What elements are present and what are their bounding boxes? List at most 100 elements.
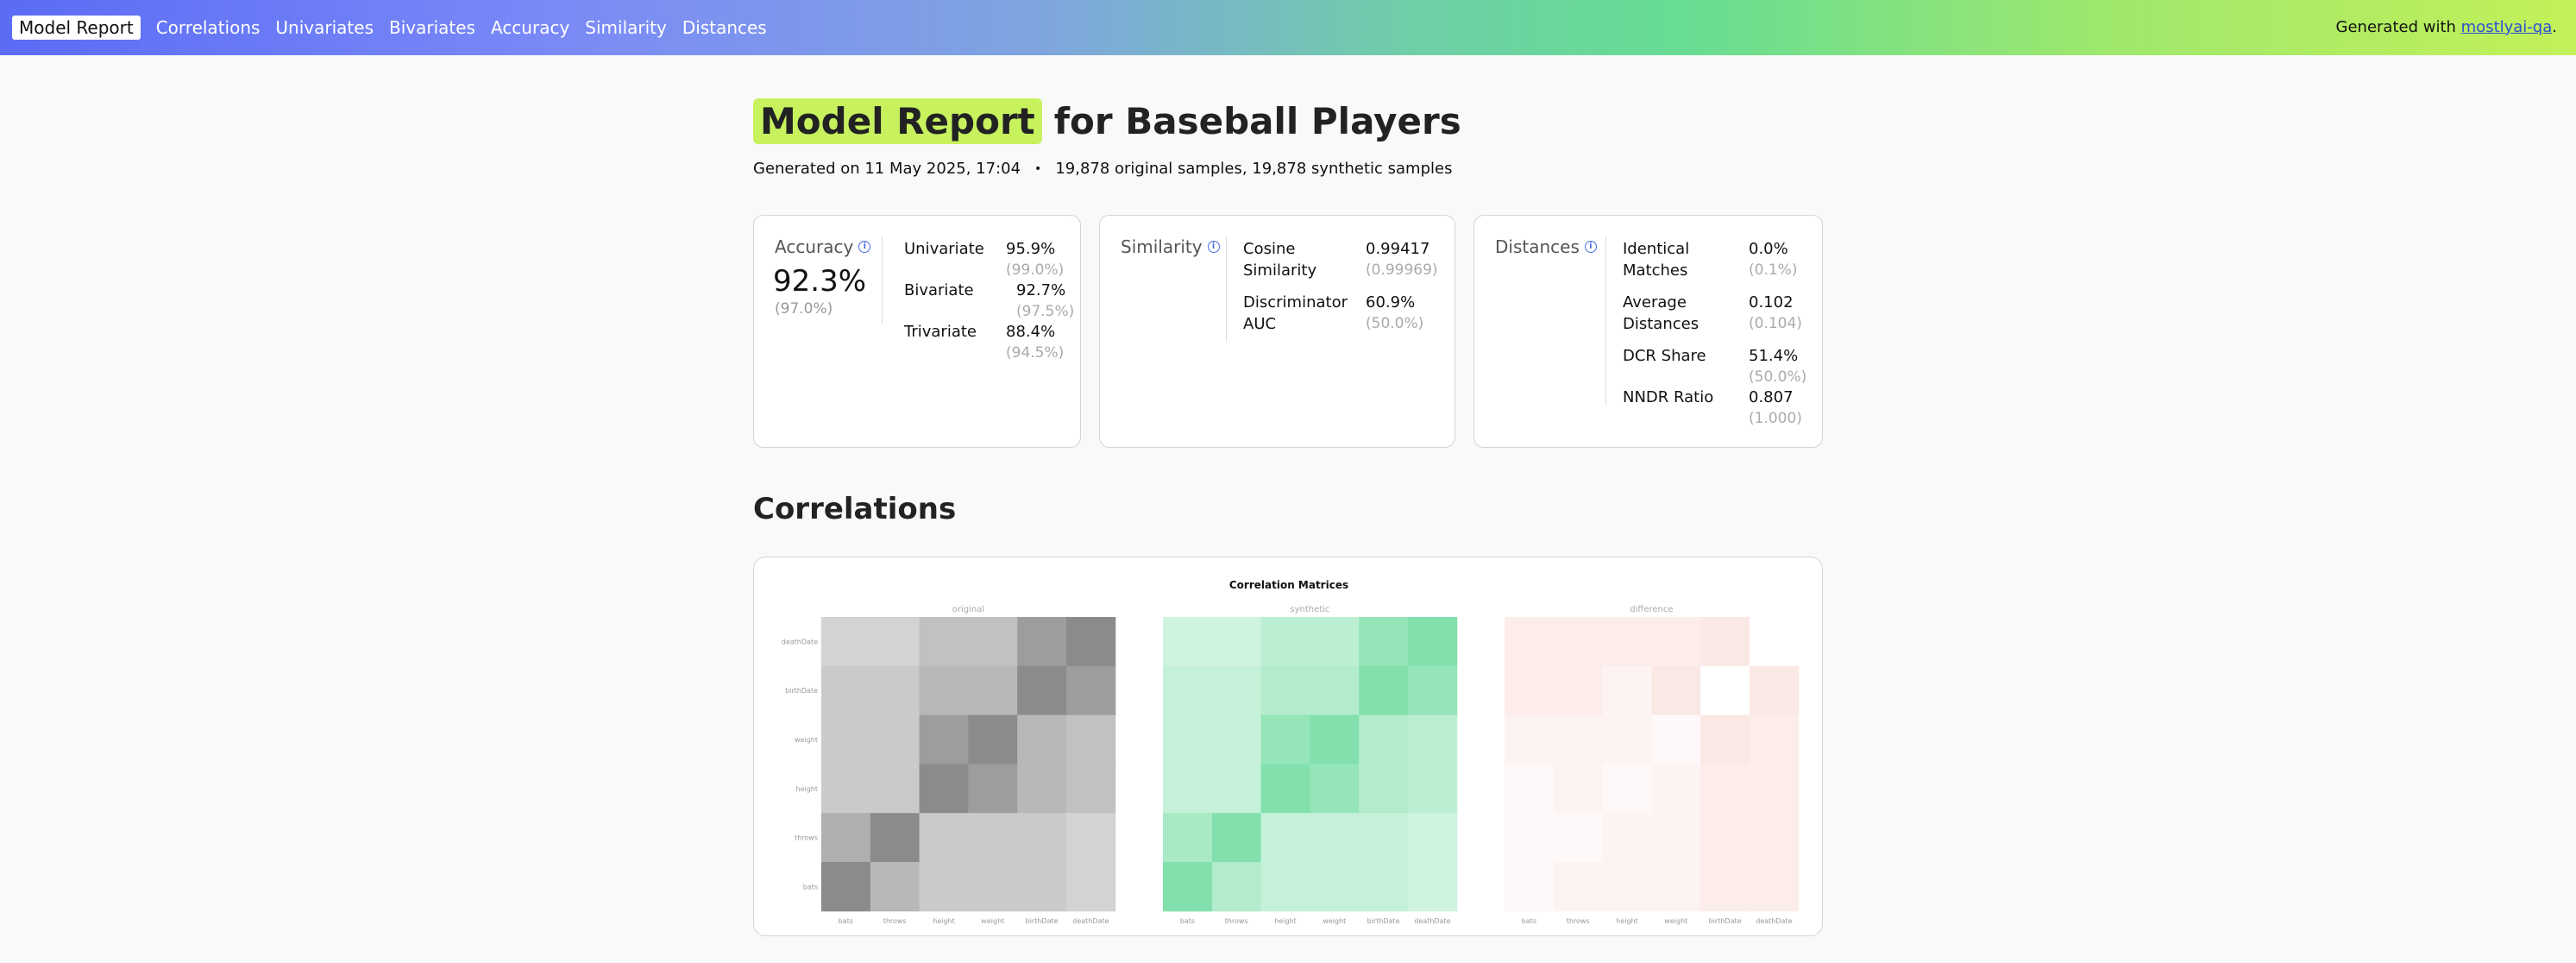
- heatmap-cell-synthetic: [1359, 862, 1409, 912]
- heatmap-cell-original: [821, 813, 871, 863]
- heatmap-cell-original: [968, 665, 1018, 716]
- heatmap-cell-difference: [1750, 665, 1800, 716]
- y-tick-label: weight: [795, 736, 818, 744]
- metric-label-line: Average: [1623, 293, 1687, 312]
- heatmap-cell-difference: [1505, 617, 1555, 667]
- heatmap-cell-difference: [1553, 617, 1604, 667]
- heatmap-cell-difference: [1505, 764, 1555, 814]
- heatmap-cell-synthetic: [1163, 665, 1213, 716]
- panel-title-original: original: [952, 605, 984, 614]
- heatmap-cell-original: [1017, 665, 1067, 716]
- nav-link-univariates[interactable]: Univariates: [275, 17, 374, 38]
- heatmap-cell-original: [919, 665, 969, 716]
- heatmap-cell-synthetic: [1211, 714, 1262, 765]
- heatmap-cell-synthetic: [1359, 714, 1409, 765]
- nav-link-correlations[interactable]: Correlations: [155, 17, 261, 38]
- heatmap-cell-synthetic: [1211, 862, 1262, 912]
- nav-link-similarity[interactable]: Similarity: [585, 17, 667, 38]
- heatmap-cell-difference: [1750, 714, 1800, 765]
- metric-label-line: AUC: [1243, 315, 1277, 333]
- heatmap-cell-difference: [1700, 764, 1750, 814]
- accuracy-reference: (97.0%): [775, 300, 833, 318]
- distances-card: Distances i Identical Matches 0.0% (0.1%…: [1473, 215, 1823, 448]
- nav-link-distances[interactable]: Distances: [682, 17, 767, 38]
- heatmap-cell-synthetic: [1408, 813, 1458, 863]
- metric-reference: (0.104): [1749, 315, 1802, 332]
- heatmap-cell-difference: [1602, 665, 1652, 716]
- metric-label-discriminator-auc: Discriminator AUC: [1243, 292, 1348, 335]
- metric-value: 88.4%: [1006, 323, 1056, 341]
- heatmap-cell-original: [1066, 813, 1116, 863]
- metric-value: 0.0%: [1749, 240, 1788, 258]
- heatmap-cell-original: [919, 714, 969, 765]
- heatmap-cell-synthetic: [1408, 764, 1458, 814]
- x-tick-label: throws: [1567, 917, 1590, 925]
- heatmap-cell-difference: [1553, 764, 1604, 814]
- heatmap-cell-synthetic: [1163, 714, 1213, 765]
- heatmap-cell-difference: [1750, 617, 1800, 667]
- metric-value: 0.807: [1749, 388, 1794, 406]
- info-icon[interactable]: i: [1584, 241, 1597, 253]
- metric-value: 95.9%: [1006, 240, 1056, 258]
- nav-brand-model-report[interactable]: Model Report: [12, 16, 141, 40]
- info-icon[interactable]: i: [858, 241, 871, 253]
- heatmap-cell-original: [968, 813, 1018, 863]
- y-tick-label: deathDate: [782, 638, 818, 645]
- metric-label-trivariate: Trivariate: [904, 323, 977, 341]
- info-icon[interactable]: i: [1207, 241, 1220, 253]
- heatmap-cell-difference: [1553, 862, 1604, 912]
- heatmap-cell-original: [919, 813, 969, 863]
- heatmap-cell-original: [968, 862, 1018, 912]
- heatmap-cell-original: [1017, 617, 1067, 667]
- heatmap-cell-synthetic: [1260, 714, 1310, 765]
- heatmap-cell-difference: [1750, 862, 1800, 912]
- metric-value-discriminator-auc: 60.9% (50.0%): [1366, 292, 1423, 335]
- metric-value: 92.7%: [1016, 281, 1066, 299]
- metric-value-identical-matches: 0.0% (0.1%): [1749, 238, 1797, 281]
- heatmap-cell-difference: [1651, 617, 1701, 667]
- nav-link-bivariates[interactable]: Bivariates: [389, 17, 475, 38]
- panel-title-difference: difference: [1630, 605, 1673, 614]
- x-tick-label: weight: [1664, 917, 1687, 925]
- heatmap-cell-difference: [1651, 764, 1701, 814]
- metric-label-univariate: Univariate: [904, 240, 984, 258]
- heatmap-cell-synthetic: [1260, 813, 1310, 863]
- heatmap-cell-difference: [1602, 617, 1652, 667]
- x-tick-label: deathDate: [1072, 917, 1109, 925]
- heatmap-cell-original: [870, 813, 920, 863]
- heatmap-cell-original: [821, 862, 871, 912]
- panel-title-synthetic: synthetic: [1290, 605, 1329, 614]
- heatmap-cell-original: [821, 665, 871, 716]
- heatmap-cell-synthetic: [1408, 617, 1458, 667]
- divider: [1226, 236, 1227, 342]
- metric-value-bivariate: 92.7% (97.5%): [1016, 280, 1074, 323]
- heatmap-cell-synthetic: [1260, 665, 1310, 716]
- nav-link-accuracy[interactable]: Accuracy: [490, 17, 570, 38]
- heatmap-cell-synthetic: [1260, 617, 1310, 667]
- metric-label-cosine-similarity: Cosine Similarity: [1243, 238, 1316, 281]
- heatmap-cell-synthetic: [1211, 813, 1262, 863]
- metric-reference: (1.000): [1749, 410, 1802, 427]
- generated-with-text: Generated with mostlyai-qa.: [2336, 18, 2557, 36]
- metric-value-univariate: 95.9% (99.0%): [1006, 238, 1064, 281]
- x-tick-label: throws: [883, 917, 907, 925]
- mostlyai-qa-link[interactable]: mostlyai-qa: [2460, 18, 2553, 36]
- x-tick-label: height: [933, 917, 955, 925]
- metric-label-bivariate: Bivariate: [904, 281, 974, 299]
- metric-value-trivariate: 88.4% (94.5%): [1006, 321, 1064, 364]
- heatmap-cell-synthetic: [1163, 813, 1213, 863]
- heatmap-cell-original: [919, 764, 969, 814]
- metric-value: 0.102: [1749, 293, 1794, 312]
- heatmap-cell-difference: [1651, 665, 1701, 716]
- heatmap-cell-synthetic: [1163, 764, 1213, 814]
- heatmap-cell-difference: [1700, 862, 1750, 912]
- divider: [882, 236, 883, 324]
- accuracy-value: 92.3%: [773, 264, 867, 299]
- metric-label-identical-matches: Identical Matches: [1623, 238, 1689, 281]
- correlations-section-title: Correlations: [753, 492, 957, 526]
- heatmap-cell-difference: [1553, 813, 1604, 863]
- heatmap-cell-original: [968, 764, 1018, 814]
- heatmap-cell-original: [821, 617, 871, 667]
- accuracy-header: Accuracy i: [775, 236, 871, 257]
- y-tick-label: birthDate: [785, 687, 818, 695]
